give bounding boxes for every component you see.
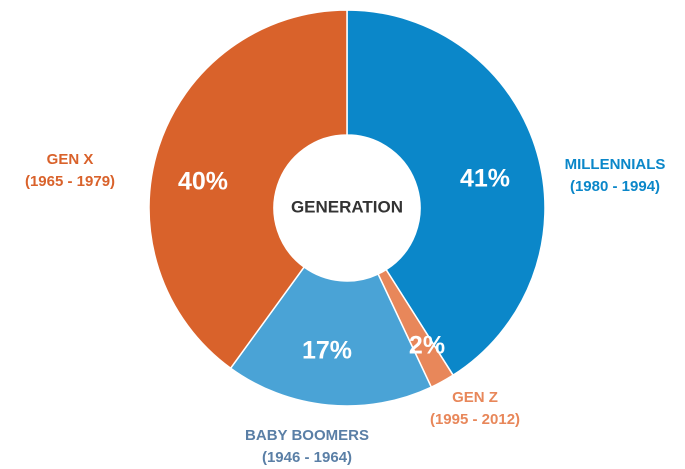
category-years: (1980 - 1994) — [570, 178, 660, 195]
category-label: MILLENNIALS — [565, 156, 666, 173]
donut-slice — [148, 9, 348, 370]
category-label: GEN X — [47, 151, 94, 168]
value-label: 2% — [409, 332, 445, 360]
category-years: (1946 - 1964) — [262, 449, 352, 466]
value-label: 17% — [302, 337, 352, 365]
donut-slice — [229, 266, 433, 407]
value-label: 41% — [460, 165, 510, 193]
category-years: (1965 - 1979) — [25, 173, 115, 190]
category-label: GEN Z — [452, 389, 498, 406]
center-label: GENERATION — [291, 197, 403, 216]
category-years: (1995 - 2012) — [430, 411, 520, 428]
category-label: BABY BOOMERS — [245, 427, 369, 444]
donut-slice — [346, 9, 546, 377]
value-label: 40% — [178, 168, 228, 196]
